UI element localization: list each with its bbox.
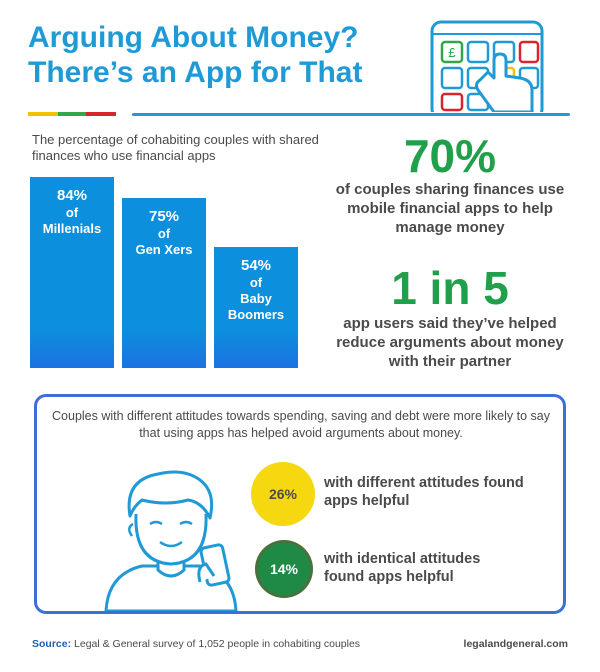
- source-note: Source: Legal & General survey of 1,052 …: [32, 638, 360, 650]
- bar-baby-boomers-value: 54%: [240, 257, 272, 274]
- source-label: Source:: [32, 638, 72, 650]
- bar-millenials: 84% of Millenials: [30, 177, 114, 368]
- bar-gen-x: 75% of Gen Xers: [122, 198, 206, 368]
- title-line-2: There’s an App for That: [28, 56, 363, 89]
- bar-shade: [30, 330, 114, 368]
- bar-millenials-value: 84%: [56, 187, 88, 204]
- stat-1in5-text: app users said they’ve helped reduce arg…: [336, 315, 564, 370]
- rule-green: [58, 112, 86, 116]
- stat-1in5-number: 1 in 5: [391, 262, 509, 314]
- bar-shade: [214, 330, 298, 368]
- identical-attitudes-value: 14%: [269, 561, 299, 577]
- stat-70-number: 70%: [403, 130, 497, 182]
- bar-millenials-label: of Millenials: [42, 205, 102, 236]
- stat-70-text: of couples sharing finances use mobile f…: [335, 181, 565, 236]
- bar-gen-x-label: of Gen Xers: [135, 226, 193, 257]
- title-line-1: Arguing About Money?: [28, 21, 359, 54]
- page-title: Arguing About Money? There’s an App for …: [28, 20, 408, 90]
- bar-baby-boomers: 54% of Baby Boomers: [214, 247, 298, 368]
- site-link[interactable]: legalandgeneral.com: [463, 638, 568, 650]
- svg-text:£: £: [448, 45, 456, 60]
- person-illustration: [104, 470, 238, 611]
- title-rule: [132, 113, 570, 116]
- phone-app-icon: £: [430, 20, 544, 112]
- bar-shade: [122, 330, 206, 368]
- attitudes-panel: [34, 394, 566, 614]
- different-attitudes-circle: 26%: [251, 462, 315, 526]
- identical-attitudes-circle: 14%: [255, 540, 313, 598]
- different-attitudes-text: with different attitudes found apps help…: [324, 475, 524, 509]
- rule-yellow: [28, 112, 58, 116]
- source-text: Legal & General survey of 1,052 people i…: [74, 638, 361, 650]
- identical-attitudes-text: with identical attitudes found apps help…: [324, 551, 481, 585]
- bar-baby-boomers-label: of Baby Boomers: [227, 275, 285, 322]
- chart-subtitle: The percentage of cohabiting couples wit…: [32, 132, 319, 163]
- bar-gen-x-value: 75%: [148, 208, 180, 225]
- attitudes-intro: Couples with different attitudes towards…: [52, 409, 550, 440]
- rule-red: [86, 112, 116, 116]
- different-attitudes-value: 26%: [268, 486, 298, 502]
